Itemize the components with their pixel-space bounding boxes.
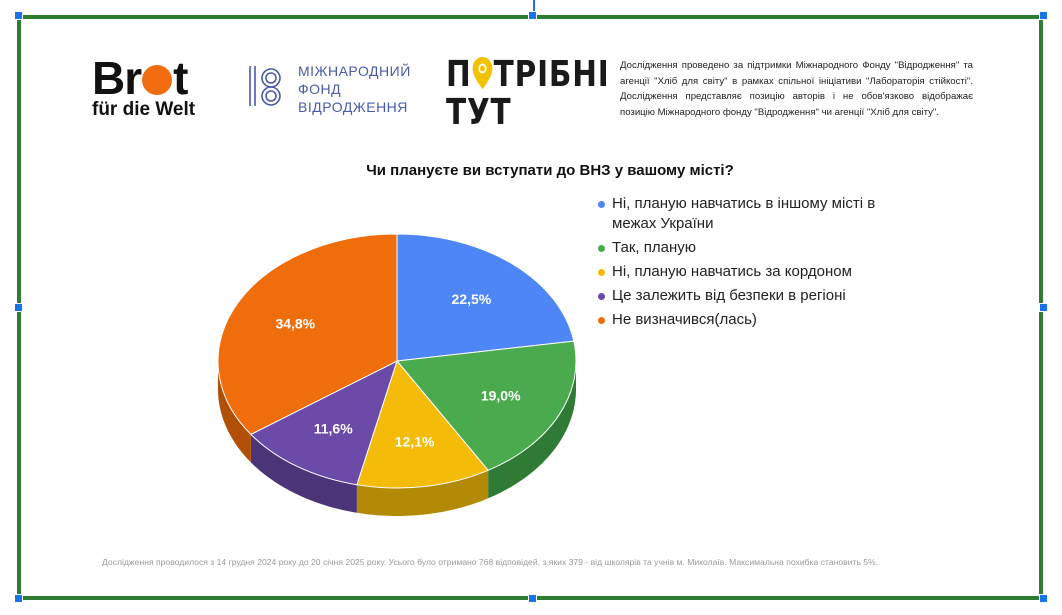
pie-slice-1[interactable] [396,233,575,362]
resize-handle-middle-right[interactable] [1039,303,1048,312]
legend-color-marker [598,269,605,276]
potribni-tut-logo: П ТРІБНІ ТУТ [446,54,610,133]
legend-item-5: Не визначився(лась) [598,310,898,330]
pie-slice-2[interactable] [396,340,577,471]
resize-handle-bottom-center[interactable] [528,594,537,603]
pie-slice-4[interactable] [250,360,398,486]
pie-depth-sides [218,361,576,516]
brot-orange-dot [142,65,173,95]
pie-slice-3[interactable] [356,359,489,489]
brot-fur-die-welt-logo: Br t für die Welt [92,52,196,120]
chart-legend: Ні, планую навчатись в іншому місті в ме… [598,194,898,334]
disclaimer-text: Дослідження проведено за підтримки Міжна… [620,60,973,118]
renaissance-foundation-mark-icon [249,66,281,106]
pie-slice-value-label-2: 19,0% [481,388,521,404]
legend-label: Так, планую [612,239,696,256]
resize-handle-middle-left[interactable] [14,303,23,312]
pie-slice-side-2 [488,361,576,499]
renaissance-foundation-logo: МІЖНАРОДНИЙ ФОНД ВІДРОДЖЕННЯ [246,62,411,116]
legend-label: Це залежить від безпеки в регіоні [612,287,846,304]
pie-slice-side-4 [250,434,357,513]
pie-slice-value-label-5: 34,8% [275,316,315,332]
legend-item-2: Так, планую [598,238,898,258]
chart-title: Чи плануєте ви вступати до ВНЗ у вашому … [366,162,734,179]
resize-handle-bottom-right[interactable] [1039,594,1048,603]
selection-guide-line [533,0,535,14]
legend-label: Не визначився(лась) [612,311,757,328]
pie-slice-value-label-1: 22,5% [452,291,492,307]
legend-color-marker [598,201,605,208]
resize-handle-top-right[interactable] [1039,11,1048,20]
resize-handle-top-center[interactable] [528,11,537,20]
legend-color-marker [598,245,605,252]
legend-item-3: Ні, планую навчатись за кордоном [598,262,898,282]
footnote-text: Дослідження проводилося з 14 грудня 2024… [102,557,879,567]
resize-handle-bottom-left[interactable] [14,594,23,603]
resize-handle-top-left[interactable] [14,11,23,20]
location-pin-icon [472,56,494,90]
pie-slice-value-label-3: 12,1% [395,433,435,449]
legend-label: Ні, планую навчатись за кордоном [612,263,852,280]
pie-slice-side-5 [218,361,251,463]
pie-slice-value-label-4: 11,6% [314,421,353,437]
legend-color-marker [598,317,605,324]
pie-slice-5[interactable] [217,233,398,435]
legend-label: Ні, планую навчатись в іншому місті в ме… [612,195,876,232]
legend-item-1: Ні, планую навчатись в іншому місті в ме… [598,194,898,234]
legend-color-marker [598,293,605,300]
pie-slice-side-3 [356,470,489,516]
legend-item-4: Це залежить від безпеки в регіоні [598,286,898,306]
